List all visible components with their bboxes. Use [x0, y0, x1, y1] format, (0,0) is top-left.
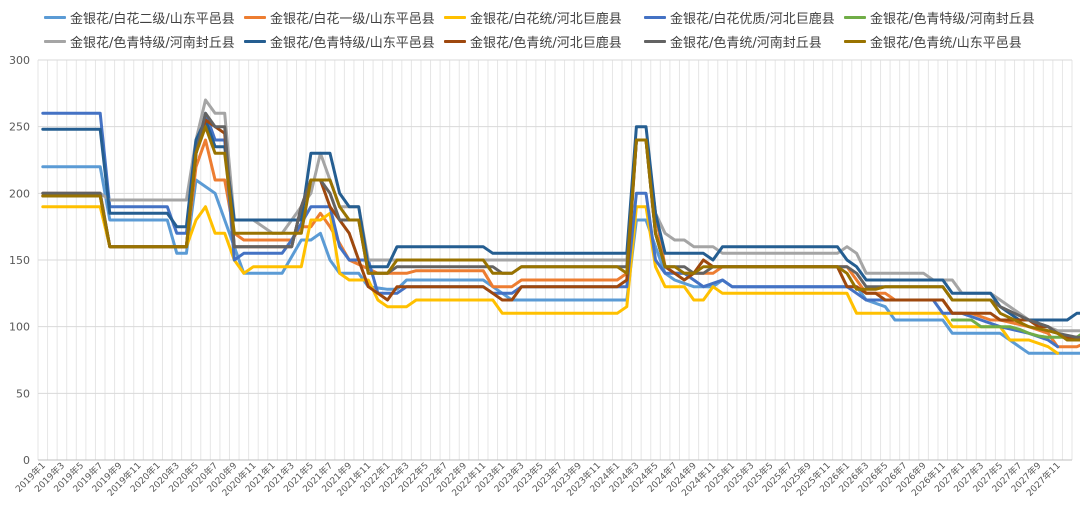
legend-item: 金银花/色青统/河北巨鹿县 [444, 30, 622, 52]
legend-swatch [44, 39, 66, 43]
y-tick-label: 150 [9, 254, 30, 267]
legend-item: 金银花/色青特级/河南封丘县 [44, 30, 235, 52]
legend-item: 金银花/白花二级/山东平邑县 [44, 6, 235, 28]
series-line [41, 111, 1060, 349]
legend-swatch [44, 15, 66, 19]
legend-item: 金银花/色青特级/山东平邑县 [244, 30, 435, 52]
series-line [41, 165, 1080, 355]
legend-item: 金银花/色青统/河南封丘县 [644, 30, 822, 52]
y-tick-label: 300 [9, 54, 30, 67]
legend-swatch [244, 15, 266, 19]
legend-item: 金银花/白花优质/河北巨鹿县 [644, 6, 835, 28]
legend: 金银花/白花二级/山东平邑县 金银花/白花一级/山东平邑县 金银花/白花统/河北巨鹿… [0, 6, 1080, 54]
legend-label: 金银花/色青特级/山东平邑县 [270, 35, 435, 51]
legend-swatch [844, 39, 866, 43]
y-tick-label: 100 [9, 321, 30, 334]
legend-swatch [444, 15, 466, 19]
legend-label: 金银花/色青统/山东平邑县 [870, 35, 1022, 51]
legend-item: 金银花/白花统/河北巨鹿县 [444, 6, 622, 28]
y-tick-label: 0 [23, 454, 30, 467]
legend-swatch [444, 39, 466, 43]
legend-label: 金银花/色青统/河南封丘县 [670, 35, 822, 51]
series-line [41, 118, 1079, 339]
series-line [41, 138, 1080, 349]
series-lines [41, 98, 1080, 355]
y-tick-label: 200 [9, 187, 30, 200]
legend-label: 金银花/白花统/河北巨鹿县 [470, 11, 622, 27]
legend-swatch [244, 39, 266, 43]
series-line [41, 125, 1080, 342]
legend-swatch [644, 15, 666, 19]
legend-label: 金银花/白花一级/山东平邑县 [270, 11, 435, 27]
legend-label: 金银花/色青统/河北巨鹿县 [470, 35, 622, 51]
y-tick-label: 250 [9, 121, 30, 134]
legend-label: 金银花/白花优质/河北巨鹿县 [670, 11, 835, 27]
legend-item: 金银花/白花一级/山东平邑县 [244, 6, 435, 28]
legend-label: 金银花/白花二级/山东平邑县 [70, 11, 235, 27]
legend-label: 金银花/色青特级/河南封丘县 [70, 35, 235, 51]
legend-swatch [844, 15, 866, 19]
legend-item: 金银花/色青特级/河南封丘县 [844, 6, 1035, 28]
legend-label: 金银花/色青特级/河南封丘县 [870, 11, 1035, 27]
legend-swatch [644, 39, 666, 43]
y-tick-label: 50 [16, 387, 30, 400]
series-line [41, 205, 1060, 355]
legend-item: 金银花/色青统/山东平邑县 [844, 30, 1022, 52]
